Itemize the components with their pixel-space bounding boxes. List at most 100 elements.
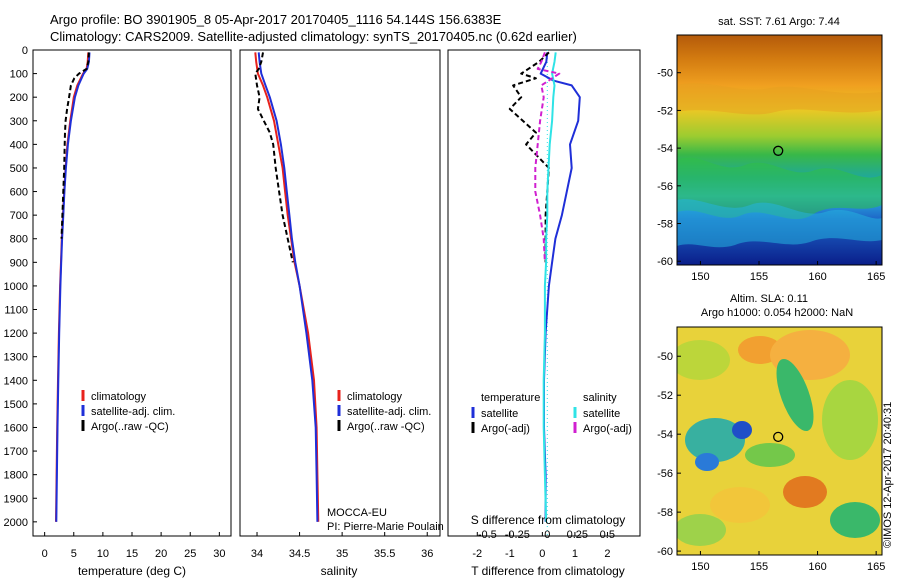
temperature-xlabel: temperature (deg C) (78, 564, 186, 578)
series-line-satellite-adj-clim (257, 52, 319, 522)
legend-label: satellite (481, 408, 518, 420)
sst-cyan-band (677, 199, 882, 248)
depth-tick-label: 1100 (4, 305, 28, 317)
depth-tick-label: 700 (10, 210, 28, 222)
x-tick-label: 34 (251, 548, 263, 560)
sst-map-frame (676, 34, 883, 266)
depth-tick-label: 1500 (4, 399, 28, 411)
legend-header: salinity (583, 392, 617, 404)
map-y-tick-label: -54 (657, 143, 673, 155)
legend-label: satellite-adj. clim. (91, 406, 175, 418)
depth-tick-label: 1400 (4, 375, 28, 387)
depth-tick-label: 500 (10, 163, 28, 175)
map-x-tick-label: 155 (750, 271, 768, 283)
temperature-lines (55, 52, 91, 522)
map-x-tick-label: 165 (867, 271, 885, 283)
legend-header: temperature (481, 392, 540, 404)
legend-label: climatology (347, 391, 403, 403)
sla-map-title: Altim. SLA: 0.11 (730, 293, 808, 305)
x-tick-label: 2 (604, 548, 610, 560)
salinity-x-ticks: 34 34.5 35 35.5 36 (251, 532, 433, 560)
x-tick-label: 5 (71, 548, 77, 560)
depth-tick-label: 100 (10, 69, 28, 81)
difference-legend: temperature satellite Argo(-adj) salinity sa… (471, 392, 632, 435)
program-label: MOCCA-EU (327, 507, 387, 519)
top-tick-label: 0.5 (600, 529, 615, 541)
x-tick-label: 15 (126, 548, 138, 560)
legend-label: climatology (91, 391, 147, 403)
x-tick-label: 20 (155, 548, 167, 560)
map-y-tick-label: -52 (657, 390, 673, 402)
legend-label: satellite (583, 408, 620, 420)
sla-blob (685, 418, 745, 462)
map-y-tick-label: -58 (657, 219, 673, 231)
salinity-panel: 34 34.5 35 35.5 36 climatology satellite-adj.… (239, 49, 444, 578)
series-line-temperature-satellite (539, 52, 581, 522)
temperature-x-ticks: 0 5 10 15 20 25 30 (42, 532, 225, 560)
series-line-climatology (254, 52, 320, 522)
salinity-legend: climatology satellite-adj. clim. Argo(..ra… (337, 390, 431, 433)
x-tick-label: 30 (213, 548, 225, 560)
sla-blob (677, 514, 726, 546)
sla-blob (830, 502, 880, 538)
sla-blob (710, 487, 770, 523)
map-y-tick-label: -60 (657, 546, 673, 558)
legend-label: Argo(-adj) (583, 423, 632, 435)
depth-tick-label: 1700 (4, 446, 28, 458)
sla-blob (677, 340, 730, 380)
depth-tick-label: 1000 (4, 281, 28, 293)
depth-axis: 0 100 200 300 400 500 600 700 800 900 1000 1100 1200… (4, 45, 37, 529)
sla-map: Altim. SLA: 0.11 Argo h1000: 0.054 h2000… (657, 293, 894, 573)
map-x-tick-label: 150 (691, 561, 709, 573)
x-tick-label: 10 (97, 548, 109, 560)
series-line-argo-raw-qc (254, 52, 294, 263)
x-tick-label: 35 (336, 548, 348, 560)
sst-map: sat. SST: 7.61 Argo: 7.44 150 155 160 165 -5… (657, 16, 885, 283)
depth-tick-label: 1300 (4, 352, 28, 364)
map-y-tick-label: -52 (657, 105, 673, 117)
sst-float-marker (773, 145, 784, 156)
depth-tick-label: 400 (10, 139, 28, 151)
x-tick-label: 1 (572, 548, 578, 560)
header-title: Argo profile: BO 3901905_8 05-Apr-2017 2… (50, 12, 502, 27)
sla-map-subtitle: Argo h1000: 0.054 h2000: NaN (701, 307, 853, 319)
legend-label: Argo(..raw -QC) (347, 421, 425, 433)
sla-blob (822, 380, 878, 460)
difference-lines (508, 51, 581, 522)
sla-map-frame (676, 326, 883, 556)
sst-orange-band (677, 83, 882, 115)
temperature-legend: climatology satellite-adj. clim. Argo(..ra… (81, 390, 175, 433)
legend-label: Argo(..raw -QC) (91, 421, 169, 433)
temperature-panel: 0 5 10 15 20 25 30 climatology satellite-adj. c… (32, 49, 232, 578)
map-y-tick-label: -58 (657, 507, 673, 519)
difference-frame (447, 49, 641, 537)
depth-tick-label: 1800 (4, 470, 28, 482)
series-line-temperature-argo-adj (508, 51, 550, 263)
sst-green-band (677, 157, 882, 220)
salinity-xlabel: salinity (321, 564, 358, 578)
depth-tick-label: 900 (10, 257, 28, 269)
map-y-tick-label: -60 (657, 256, 673, 268)
sla-blob (732, 421, 752, 439)
depth-tick-label: 800 (10, 234, 28, 246)
depth-tick-label: 300 (10, 116, 28, 128)
map-y-tick-label: -56 (657, 181, 673, 193)
map-x-tick-label: 165 (867, 561, 885, 573)
difference-xlabel: T difference from climatology (471, 564, 625, 578)
series-line-salinity-argo-adj (534, 52, 561, 263)
map-y-tick-label: -50 (657, 351, 673, 363)
depth-tick-label: 2000 (4, 517, 28, 529)
x-tick-label: 0 (539, 548, 545, 560)
series-line-argo-raw-qc (60, 52, 90, 239)
series-line-satellite-adj-clim (55, 52, 91, 522)
map-y-tick-label: -54 (657, 429, 673, 441)
sla-blob (776, 358, 814, 432)
sla-blob (783, 476, 827, 508)
sla-blob (745, 443, 795, 467)
depth-tick-label: 600 (10, 187, 28, 199)
legend-label: satellite-adj. clim. (347, 406, 431, 418)
pi-label: PI: Pierre-Marie Poulain (327, 521, 444, 533)
x-tick-label: 35.5 (374, 548, 395, 560)
sst-map-ticks: 150 155 160 165 -50 -52 -54 -56 -58 -60 (657, 68, 885, 283)
